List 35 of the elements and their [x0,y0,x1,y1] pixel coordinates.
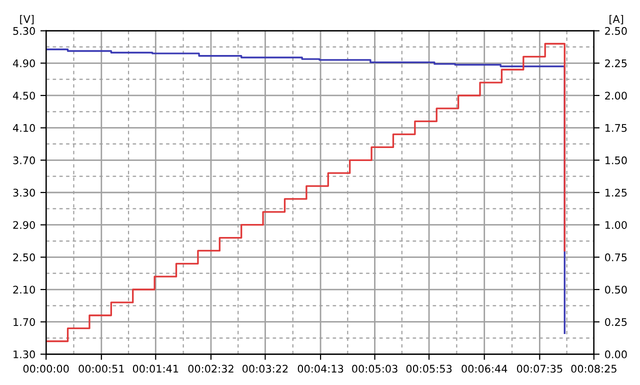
y2-axis-title: [A] [610,14,624,24]
y-tick-label: 3.30 [13,188,35,197]
x-tick-label: 00:00:00 [23,364,69,373]
y2-tick-label: 1.50 [605,156,627,164]
y-tick-label: 1.30 [14,350,35,358]
y2-tick-label: 0.75 [605,253,627,262]
y-tick-label: 4.50 [12,92,35,100]
y2-tick-label: 1.00 [605,221,627,229]
y2-tick-label: 1.25 [605,188,627,197]
y2-tick-label: 0.50 [605,286,627,294]
x-tick-label: 00:02:32 [188,364,234,373]
y-tick-label: 2.90 [13,221,35,229]
x-tick-label: 00:03:22 [242,364,288,373]
y2-tick-label: 2.25 [605,59,627,68]
y-tick-label: 4.10 [12,124,35,132]
y-axis-title: [V] [20,14,34,24]
x-tick-label: 00:01:41 [132,364,178,373]
x-tick-label: 00:07:35 [516,364,562,373]
y-tick-label: 3.70 [13,156,35,164]
y2-tick-label: 0.25 [605,318,627,326]
y-tick-label: 2.10 [13,286,35,294]
y-tick-label: 1.70 [14,318,35,326]
x-tick-label: 00:05:53 [406,364,452,373]
x-tick-label: 00:00:51 [78,364,124,373]
x-tick-label: 00:05:03 [352,364,398,373]
y2-tick-label: 2.50 [605,27,627,35]
y-tick-label: 5.30 [13,27,35,35]
y2-tick-label: 2.00 [605,92,627,100]
y2-tick-label: 1.75 [605,124,627,132]
y-tick-label: 2.50 [13,253,35,262]
x-tick-label: 00:04:13 [298,364,344,373]
x-tick-label: 00:06:44 [462,364,508,373]
y-tick-label: 4.90 [12,59,35,68]
y2-tick-label: 0.00 [605,350,627,358]
x-tick-label: 00:08:25 [571,364,616,373]
